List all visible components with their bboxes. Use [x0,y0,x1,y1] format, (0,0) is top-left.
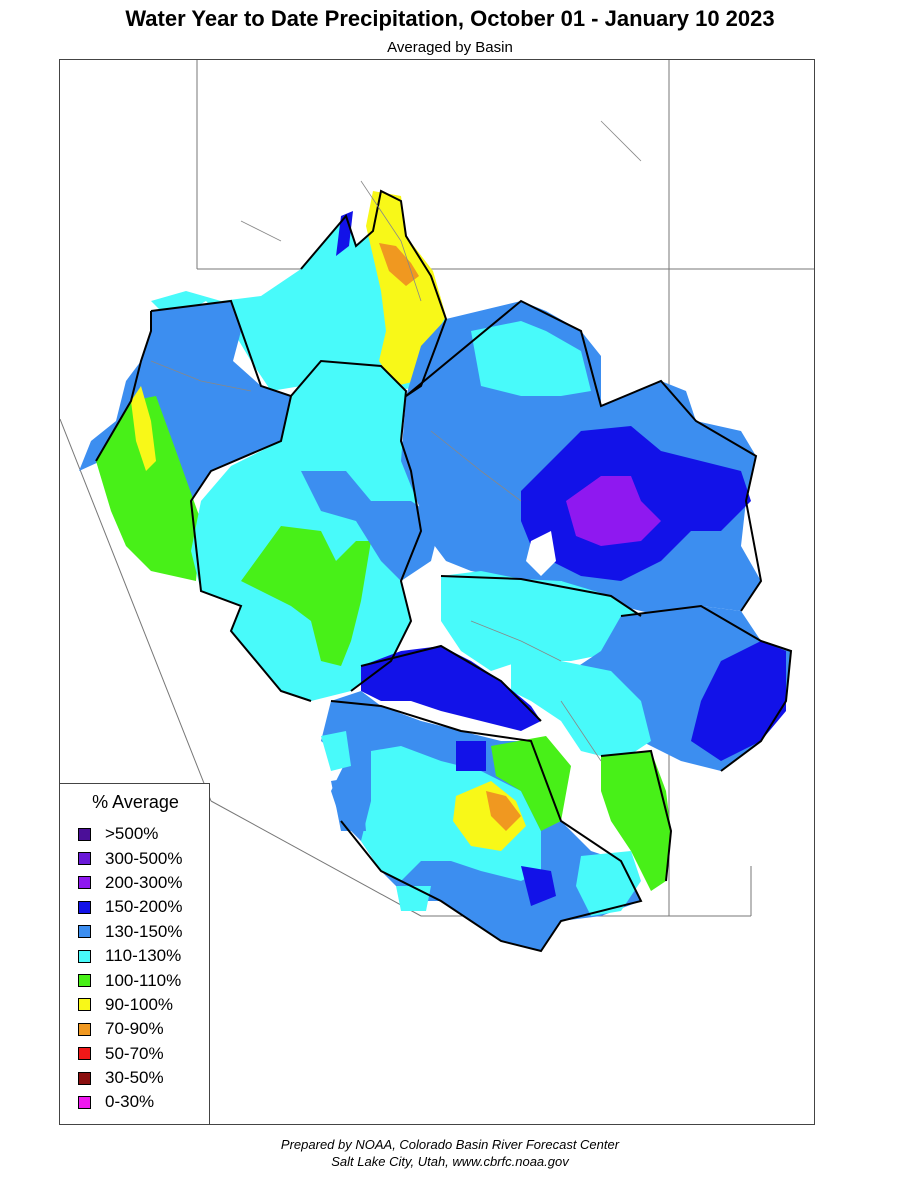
basin-west-yellow [131,386,156,471]
legend: % Average >500% 300-500% 200-300% 150-200% 1… [59,783,210,1125]
legend-label: 70-90% [105,1019,164,1039]
basin-gila-green [601,751,671,891]
basin-lower-navy-2 [456,741,486,771]
legend-label: >500% [105,824,159,844]
basin-map [60,60,814,953]
legend-item: 0-30% [78,1090,183,1114]
legend-item: 110-130% [78,944,183,968]
basin-gunnison [441,571,641,671]
basin-regions [79,191,791,951]
basin-lower-green [491,736,571,831]
legend-item: 100-110% [78,968,183,992]
legend-list: >500% 300-500% 200-300% 150-200% 130-150% 110… [78,822,183,1115]
basin-central-blue [301,471,441,581]
basin-san-juan-navy [691,641,786,761]
legend-label: 0-30% [105,1092,155,1112]
basin-small-cyan-s [396,886,431,911]
legend-item: 130-150% [78,920,183,944]
basin-small-blue-sw [331,776,366,831]
legend-label: 200-300% [105,872,183,892]
basin-lower-navy [361,646,541,731]
legend-item: 150-200% [78,895,183,919]
legend-swatch [78,1047,91,1061]
basin-east-purple [566,476,661,546]
rivers [150,120,642,762]
footer-credit: Prepared by NOAA, Colorado Basin River F… [280,1137,620,1152]
legend-item: 70-90% [78,1017,183,1041]
legend-swatch [78,974,91,988]
map-subtitle: Averaged by Basin [387,39,513,56]
basin-small-cyan-sw [321,731,351,771]
legend-swatch [78,827,91,841]
legend-swatch [78,949,91,963]
legend-swatch [78,852,91,866]
legend-item: 30-50% [78,1066,183,1090]
footer-location: Salt Lake City, Utah, www.cbrfc.noaa.gov [331,1154,569,1169]
basin-upper-orange [379,243,419,286]
basin-east-cyan [471,321,591,396]
basin-lower-navy-3 [521,866,556,906]
map-area[interactable] [59,59,815,1125]
legend-swatch [78,1022,91,1036]
legend-item: 90-100% [78,993,183,1017]
legend-label: 30-50% [105,1068,164,1088]
legend-swatch [78,900,91,914]
basin-west-green [96,396,201,581]
basin-lower-orange [486,791,521,831]
legend-swatch [78,998,91,1012]
legend-item: 200-300% [78,871,183,895]
basin-upper-yellow [366,191,446,386]
legend-label: 50-70% [105,1043,164,1063]
map-title: Water Year to Date Precipitation, Octobe… [125,6,775,31]
basin-east-white [526,531,556,576]
legend-title: % Average [92,792,179,812]
legend-label: 110-130% [105,946,182,966]
legend-item: 300-500% [78,846,183,870]
legend-label: 100-110% [105,970,182,990]
legend-label: 150-200% [105,897,183,917]
basin-outlines [95,189,793,953]
basin-san-juan-cyan [511,661,651,761]
legend-swatch [78,1095,91,1109]
basin-central-green [241,526,371,666]
legend-item: 50-70% [78,1042,183,1066]
legend-swatch [78,925,91,939]
legend-swatch [78,876,91,890]
legend-swatch [78,1071,91,1085]
legend-label: 130-150% [105,921,183,941]
legend-label: 90-100% [105,994,174,1014]
legend-item: >500% [78,822,183,846]
legend-label: 300-500% [105,848,183,868]
